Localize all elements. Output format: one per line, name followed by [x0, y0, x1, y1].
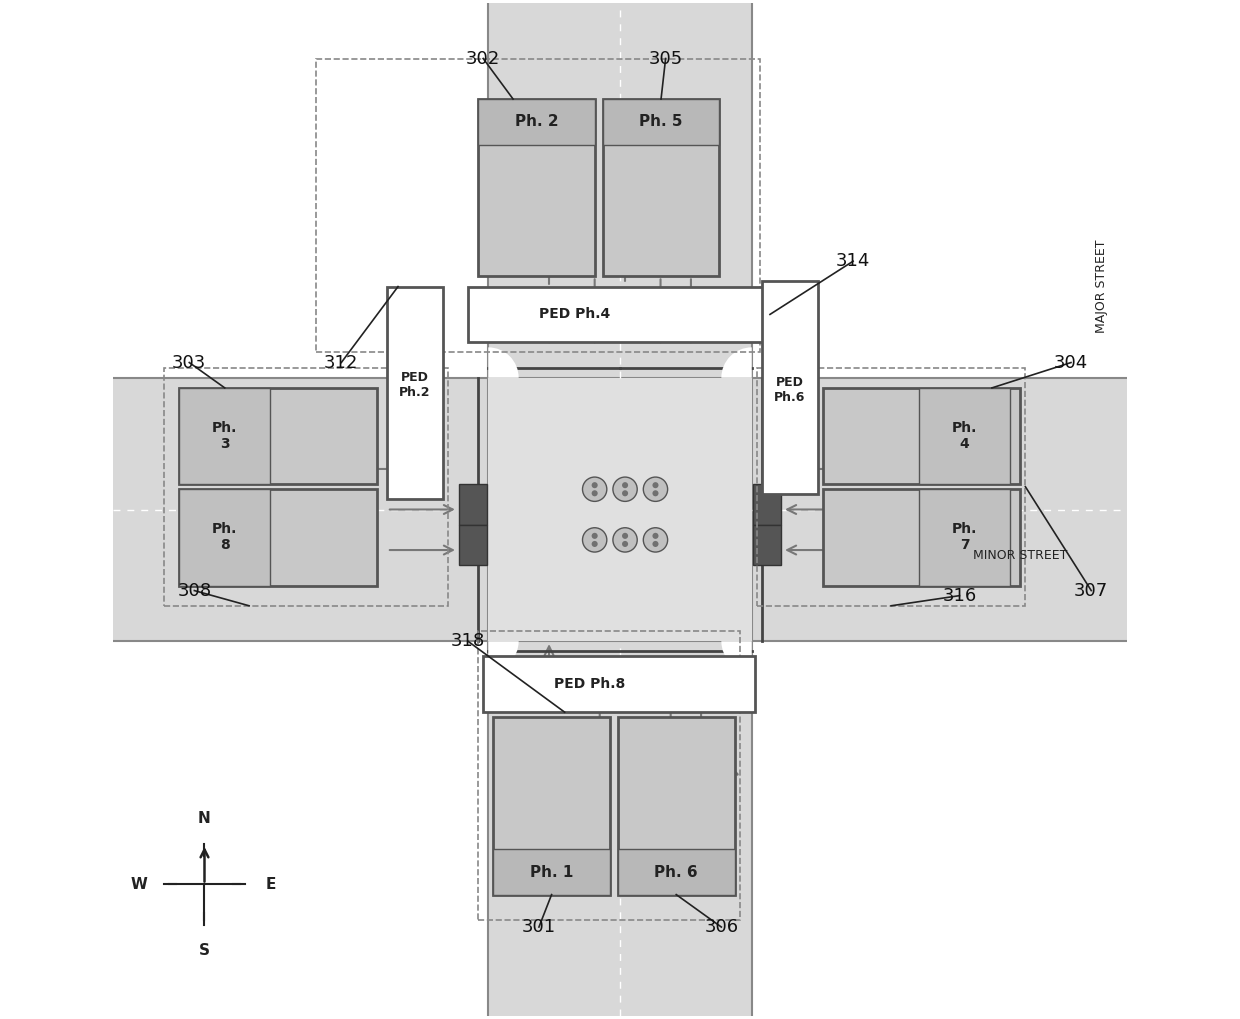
Text: 307: 307: [1074, 582, 1109, 599]
Text: 301: 301: [522, 918, 556, 936]
Circle shape: [591, 490, 598, 496]
Circle shape: [644, 477, 667, 501]
Text: PED Ph.8: PED Ph.8: [554, 678, 625, 691]
Text: S: S: [198, 943, 210, 958]
Bar: [753, 525, 781, 566]
FancyBboxPatch shape: [179, 489, 377, 586]
Text: 312: 312: [324, 354, 358, 372]
Bar: [489, 378, 751, 641]
Bar: [479, 631, 739, 920]
FancyBboxPatch shape: [761, 281, 817, 494]
Circle shape: [591, 533, 598, 539]
Text: MINOR STREET: MINOR STREET: [973, 548, 1068, 561]
Bar: [459, 525, 487, 566]
Bar: [919, 388, 1011, 484]
FancyBboxPatch shape: [618, 717, 734, 895]
Circle shape: [644, 528, 667, 552]
Bar: [113, 378, 1127, 641]
Bar: [756, 368, 1025, 605]
Text: 302: 302: [466, 50, 500, 67]
Circle shape: [591, 482, 598, 488]
Bar: [479, 99, 595, 145]
Circle shape: [652, 533, 658, 539]
Circle shape: [652, 541, 658, 547]
Circle shape: [622, 490, 629, 496]
Bar: [489, 3, 751, 1016]
FancyBboxPatch shape: [387, 286, 443, 499]
Wedge shape: [489, 347, 518, 378]
Circle shape: [591, 541, 598, 547]
Text: MAJOR STREET: MAJOR STREET: [1095, 239, 1107, 333]
Circle shape: [652, 490, 658, 496]
Wedge shape: [489, 641, 518, 672]
Bar: [603, 99, 719, 145]
Circle shape: [583, 477, 606, 501]
Text: Ph.
8: Ph. 8: [212, 523, 237, 552]
Text: 318: 318: [451, 632, 485, 650]
Wedge shape: [722, 347, 751, 378]
Text: PED
Ph.2: PED Ph.2: [399, 371, 430, 399]
Text: 306: 306: [704, 918, 738, 936]
FancyBboxPatch shape: [484, 656, 755, 712]
FancyBboxPatch shape: [479, 99, 595, 276]
Text: 305: 305: [649, 50, 683, 67]
Text: PED Ph.4: PED Ph.4: [539, 308, 610, 321]
Text: W: W: [130, 877, 148, 892]
Circle shape: [613, 477, 637, 501]
Text: 316: 316: [942, 587, 977, 604]
Bar: [179, 388, 270, 484]
Circle shape: [613, 528, 637, 552]
Text: Ph.
4: Ph. 4: [952, 421, 977, 451]
Bar: [459, 484, 487, 525]
Bar: [164, 368, 448, 605]
Bar: [494, 849, 610, 895]
Wedge shape: [722, 641, 751, 672]
FancyBboxPatch shape: [467, 286, 770, 342]
Text: PED
Ph.6: PED Ph.6: [774, 376, 806, 405]
Bar: [316, 58, 760, 353]
Text: E: E: [265, 877, 275, 892]
Bar: [919, 489, 1011, 586]
Circle shape: [622, 482, 629, 488]
Text: Ph. 6: Ph. 6: [655, 865, 698, 879]
Bar: [179, 489, 270, 586]
Text: 314: 314: [836, 253, 870, 270]
FancyBboxPatch shape: [822, 388, 1021, 484]
FancyBboxPatch shape: [822, 489, 1021, 586]
Text: 308: 308: [177, 582, 211, 599]
Text: 303: 303: [172, 354, 206, 372]
Text: Ph. 1: Ph. 1: [529, 865, 573, 879]
Circle shape: [652, 482, 658, 488]
FancyBboxPatch shape: [603, 99, 719, 276]
Bar: [753, 484, 781, 525]
Circle shape: [622, 541, 629, 547]
FancyBboxPatch shape: [494, 717, 610, 895]
Bar: [618, 849, 734, 895]
Text: Ph. 2: Ph. 2: [515, 114, 558, 128]
FancyBboxPatch shape: [179, 388, 377, 484]
Circle shape: [622, 533, 629, 539]
Text: Ph.
3: Ph. 3: [212, 421, 237, 451]
Text: N: N: [198, 811, 211, 826]
Text: Ph.
7: Ph. 7: [952, 523, 977, 552]
Text: 304: 304: [1054, 354, 1089, 372]
Text: Ph. 5: Ph. 5: [640, 114, 683, 128]
Circle shape: [583, 528, 606, 552]
